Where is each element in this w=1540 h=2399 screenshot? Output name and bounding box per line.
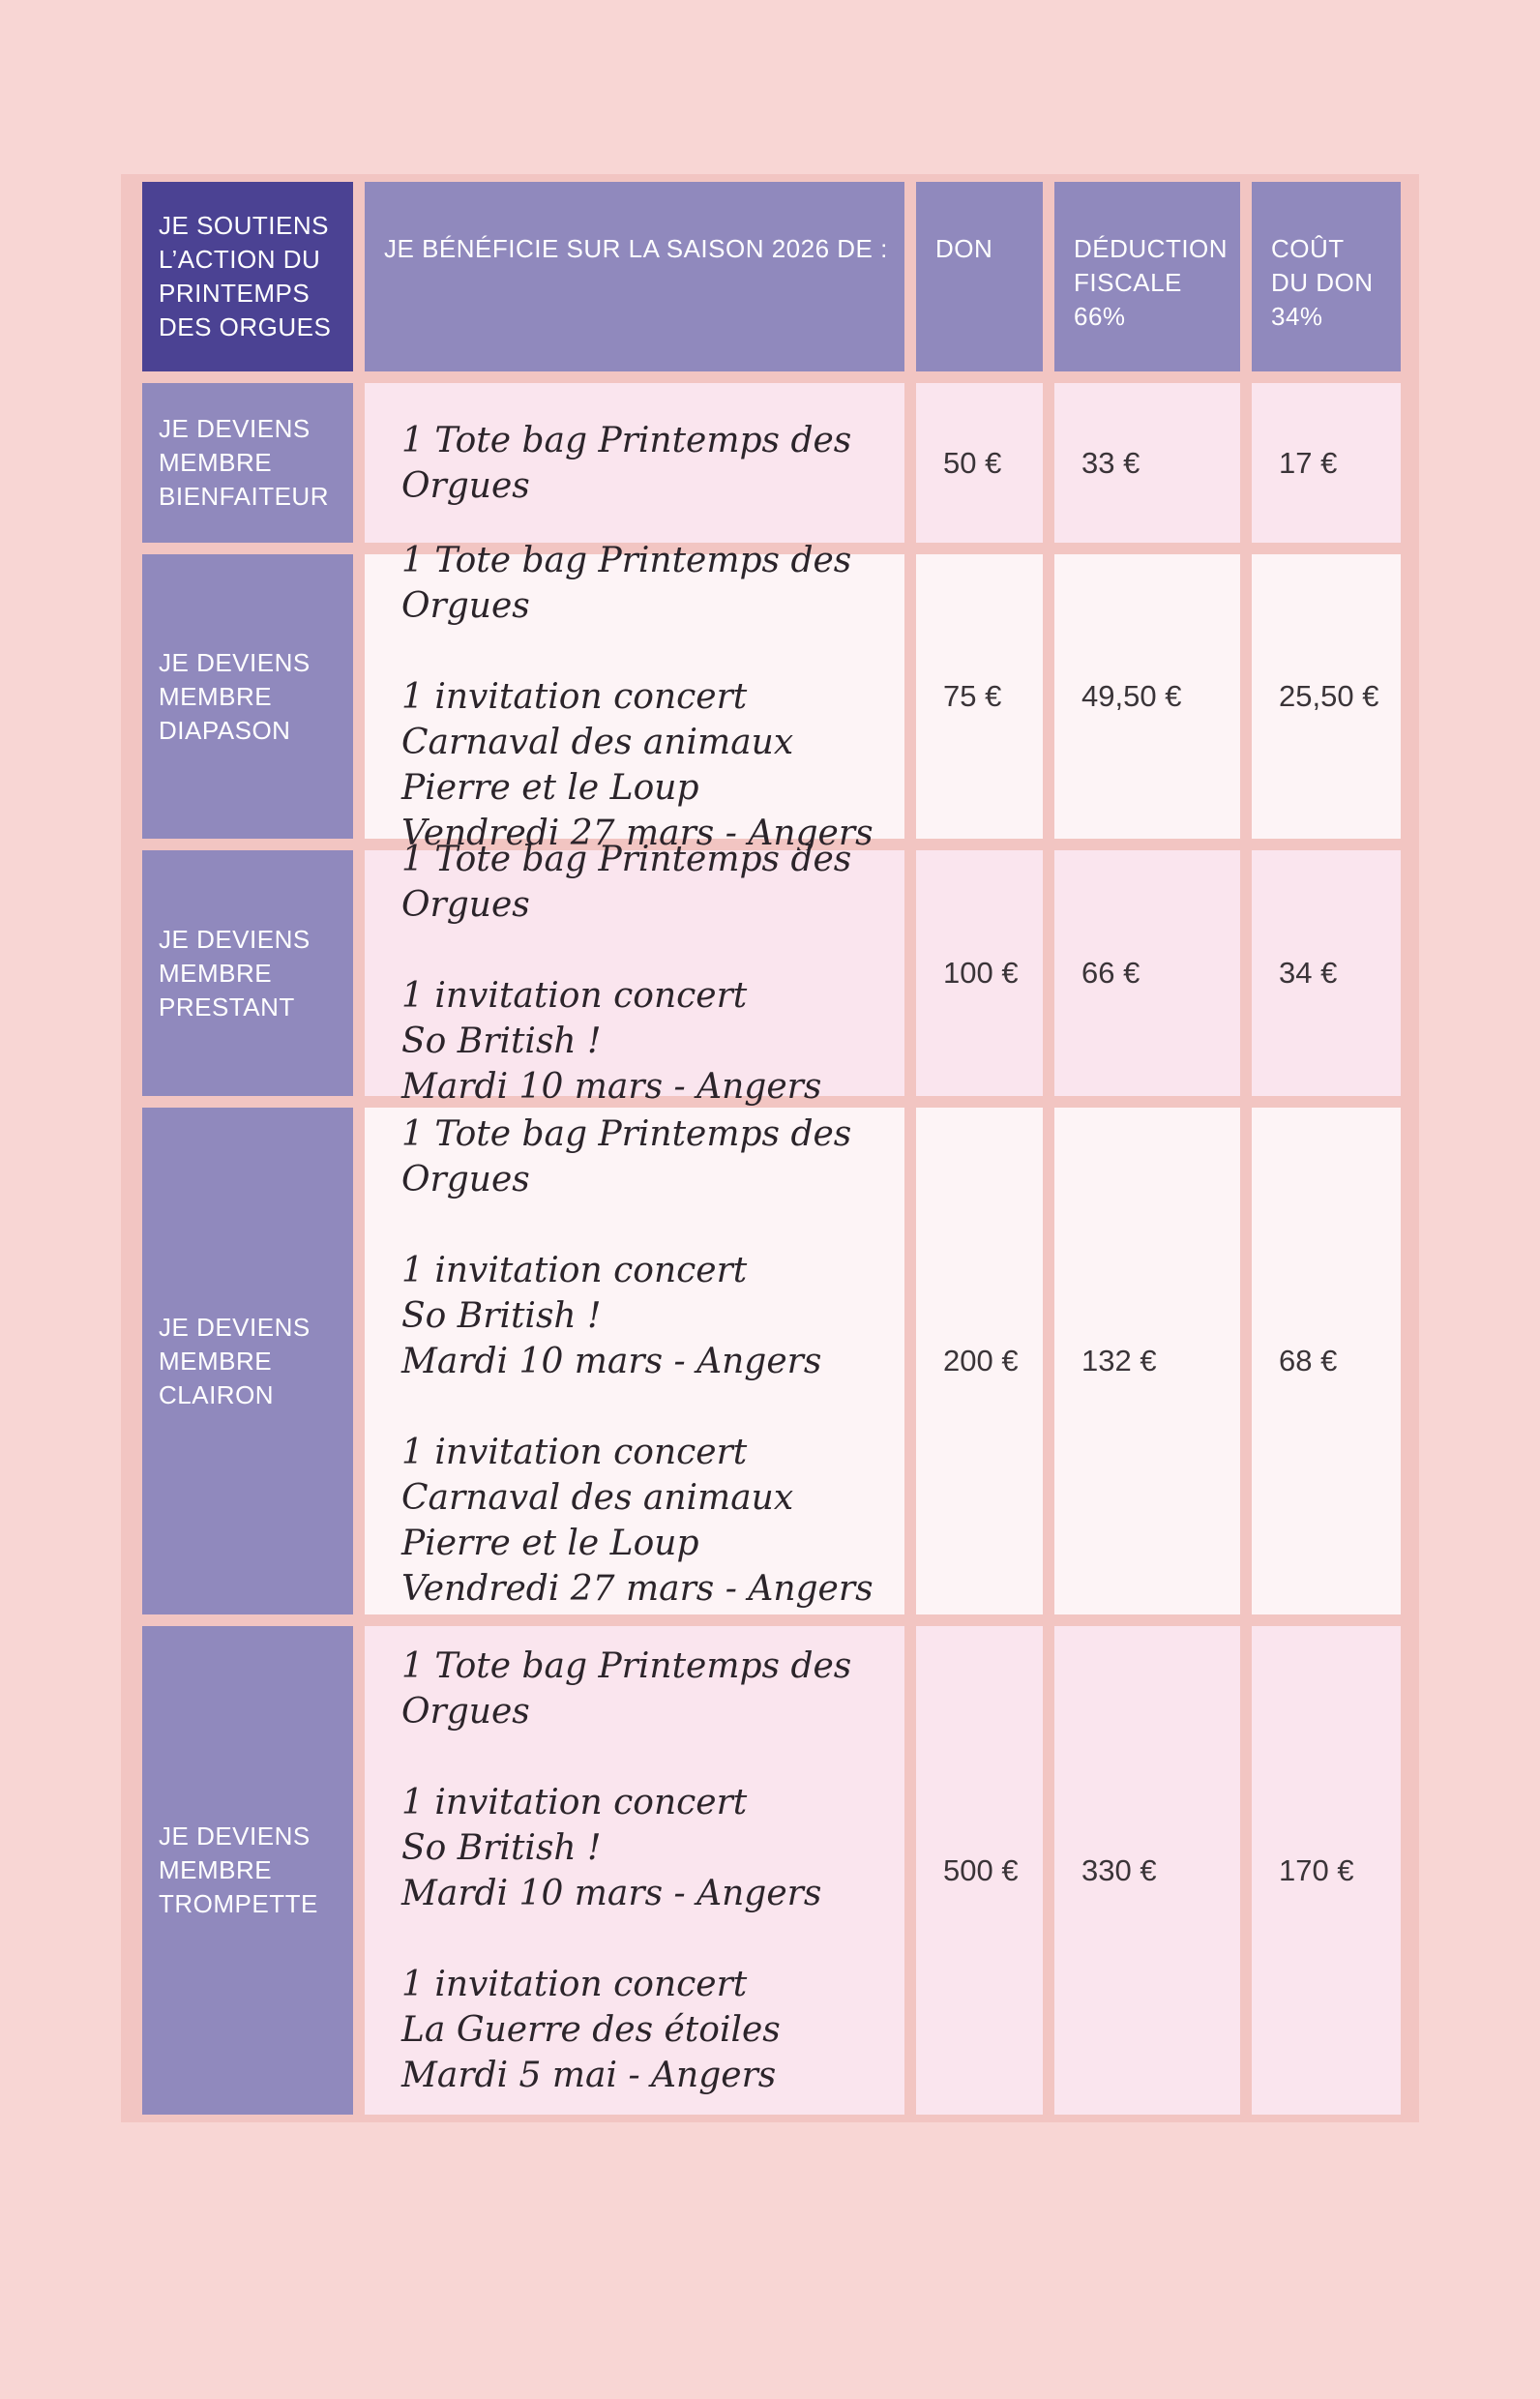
membership-grid: JE SOUTIENS L’ACTION DU PRINTEMPS DES OR…: [142, 182, 1401, 2115]
row-label-bienfaiteur: JE DEVIENS MEMBRE BIENFAITEUR: [142, 383, 353, 543]
header-support: JE SOUTIENS L’ACTION DU PRINTEMPS DES OR…: [142, 182, 353, 371]
row-label-prestant: JE DEVIENS MEMBRE PRESTANT: [142, 850, 353, 1096]
row-label-diapason: JE DEVIENS MEMBRE DIAPASON: [142, 554, 353, 839]
row-cout-diapason: 25,50 €: [1252, 554, 1401, 839]
header-benefit: JE BÉNÉFICIE SUR LA SAISON 2026 DE :: [365, 182, 904, 371]
row-label-clairon: JE DEVIENS MEMBRE CLAIRON: [142, 1108, 353, 1614]
row-label-trompette: JE DEVIENS MEMBRE TROMPETTE: [142, 1626, 353, 2115]
row-don-prestant: 100 €: [916, 850, 1043, 1096]
benefit-item: 1 invitation concert Carnaval des animau…: [401, 1432, 874, 1609]
benefit-item: 1 invitation concert So British ! Mardi …: [401, 1782, 822, 1913]
benefit-item: 1 invitation concert Carnaval des animau…: [401, 676, 874, 853]
benefit-item: 1 Tote bag Printemps des Orgues: [401, 840, 852, 925]
header-cout: COÛT DU DON 34%: [1252, 182, 1401, 371]
row-benefits-prestant: 1 Tote bag Printemps des Orgues 1 invita…: [365, 840, 904, 1107]
row-don-diapason: 75 €: [916, 554, 1043, 839]
row-deduction-trompette: 330 €: [1054, 1626, 1240, 2115]
benefit-item: 1 invitation concert La Guerre des étoil…: [401, 1964, 781, 2095]
row-deduction-prestant: 66 €: [1054, 850, 1240, 1096]
benefit-item: 1 invitation concert So British ! Mardi …: [401, 976, 822, 1107]
row-don-bienfaiteur: 50 €: [916, 383, 1043, 543]
row-cout-clairon: 68 €: [1252, 1108, 1401, 1614]
header-don: DON: [916, 182, 1043, 371]
benefit-item: 1 Tote bag Printemps des Orgues: [401, 540, 852, 626]
row-cout-prestant: 34 €: [1252, 850, 1401, 1096]
benefit-item: 1 Tote bag Printemps des Orgues: [401, 420, 852, 506]
row-benefits-diapason: 1 Tote bag Printemps des Orgues 1 invita…: [365, 541, 904, 853]
row-deduction-diapason: 49,50 €: [1054, 554, 1240, 839]
benefit-item: 1 Tote bag Printemps des Orgues: [401, 1645, 852, 1732]
benefit-item: 1 Tote bag Printemps des Orgues: [401, 1113, 852, 1200]
membership-table: JE SOUTIENS L’ACTION DU PRINTEMPS DES OR…: [121, 174, 1419, 2122]
row-deduction-clairon: 132 €: [1054, 1108, 1240, 1614]
row-benefits-trompette: 1 Tote bag Printemps des Orgues 1 invita…: [365, 1626, 904, 2115]
header-deduction: DÉDUCTION FISCALE 66%: [1054, 182, 1240, 371]
row-deduction-bienfaiteur: 33 €: [1054, 383, 1240, 543]
row-cout-trompette: 170 €: [1252, 1626, 1401, 2115]
row-cout-bienfaiteur: 17 €: [1252, 383, 1401, 543]
row-don-clairon: 200 €: [916, 1108, 1043, 1614]
benefit-item: 1 invitation concert So British ! Mardi …: [401, 1250, 822, 1381]
row-don-trompette: 500 €: [916, 1626, 1043, 2115]
row-benefits-clairon: 1 Tote bag Printemps des Orgues 1 invita…: [365, 1108, 904, 1614]
row-benefits-bienfaiteur: 1 Tote bag Printemps des Orgues: [365, 383, 904, 543]
